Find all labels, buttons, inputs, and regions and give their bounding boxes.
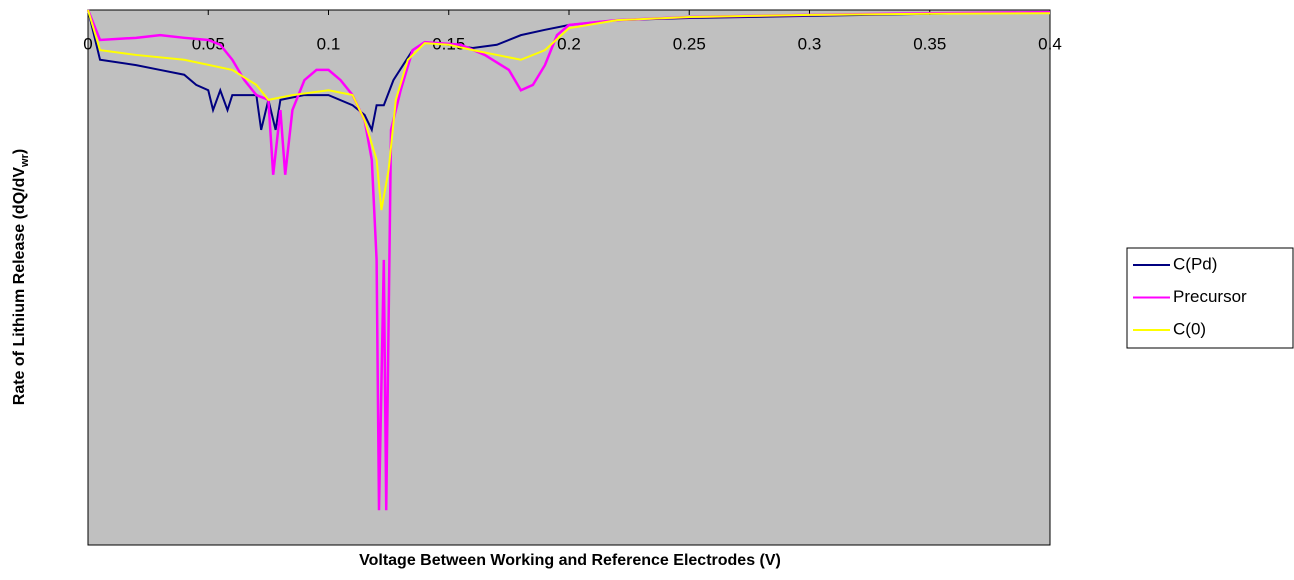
plot-area: [87, 9, 1051, 546]
legend-label: Precursor: [1173, 287, 1247, 306]
series-line: [87, 9, 1051, 211]
legend-label: C(Pd): [1173, 254, 1217, 273]
legend-label: C(0): [1173, 319, 1206, 338]
x-tick-label: 0.1: [317, 34, 341, 53]
x-axis-title: Voltage Between Working and Reference El…: [359, 552, 781, 569]
x-tick-label: 0.4: [1038, 34, 1062, 53]
x-tick-label: 0: [83, 34, 92, 53]
y-title-sub: wr: [19, 153, 31, 168]
series-line: [87, 9, 1051, 133]
y-title-end: ): [11, 149, 28, 154]
y-title-main: Rate of Lithium Release (dQ/dV: [11, 167, 28, 406]
x-tick-label: 0.2: [557, 34, 581, 53]
x-tick-label: 0.3: [798, 34, 822, 53]
series-line: [86, 9, 1051, 511]
y-axis-title: Rate of Lithium Release (dQ/dVwr): [11, 149, 31, 405]
x-tick-label: 0.25: [673, 34, 706, 53]
x-tick-label: 0.35: [913, 34, 946, 53]
